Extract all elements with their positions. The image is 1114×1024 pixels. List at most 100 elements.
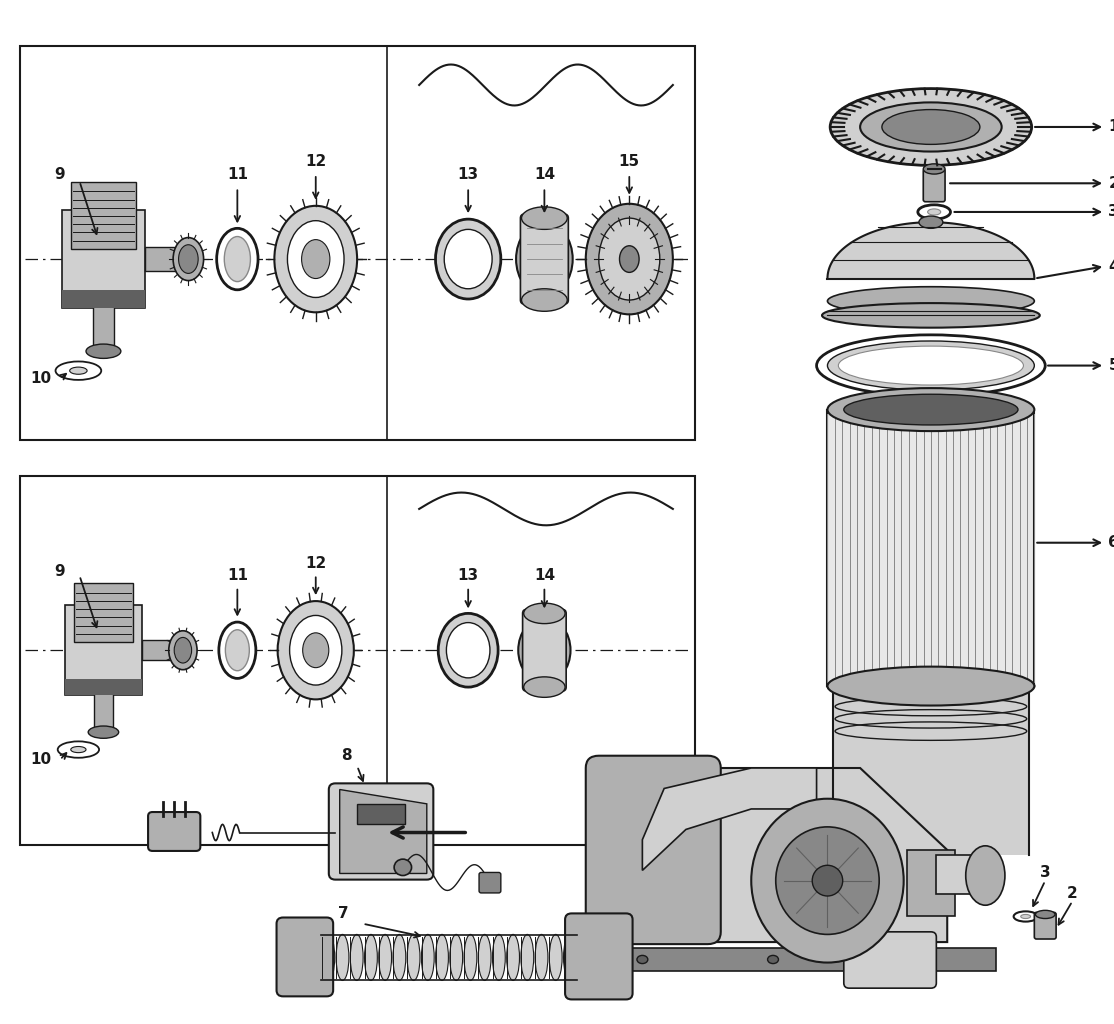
Ellipse shape [768,955,779,964]
Text: 9: 9 [55,167,66,181]
Text: 14: 14 [534,568,555,583]
FancyBboxPatch shape [843,932,937,988]
Bar [66,605,141,695]
Ellipse shape [507,934,519,981]
Ellipse shape [516,222,573,296]
Ellipse shape [447,623,490,678]
Ellipse shape [287,221,344,297]
Text: 14: 14 [534,167,555,181]
Ellipse shape [822,303,1039,328]
Ellipse shape [828,287,1034,315]
Ellipse shape [436,219,501,299]
Text: 6: 6 [1108,536,1114,550]
Bar [20,46,695,440]
Ellipse shape [812,865,842,896]
Ellipse shape [521,289,567,311]
Ellipse shape [168,631,197,670]
Text: 4: 4 [1108,259,1114,273]
Ellipse shape [444,229,492,289]
Ellipse shape [518,617,570,683]
Ellipse shape [535,934,548,981]
Ellipse shape [521,207,567,229]
Ellipse shape [408,934,420,981]
Text: 12: 12 [305,556,326,570]
FancyBboxPatch shape [586,756,721,944]
Ellipse shape [322,934,334,981]
Text: 15: 15 [618,155,639,169]
Text: 11: 11 [227,568,247,583]
Ellipse shape [828,341,1034,390]
Bar [71,182,136,249]
Ellipse shape [465,934,477,981]
Text: 11: 11 [227,167,247,181]
Ellipse shape [524,677,565,697]
Bar [62,210,145,308]
Bar [66,605,141,695]
Bar [62,210,145,308]
Ellipse shape [350,934,363,981]
Ellipse shape [174,637,192,664]
Text: 5: 5 [1108,358,1114,373]
Text: 13: 13 [458,167,479,181]
Ellipse shape [492,934,506,981]
Ellipse shape [277,601,354,699]
Ellipse shape [71,746,86,753]
Bar [833,686,1029,855]
Bar [828,410,1034,686]
Ellipse shape [56,361,101,380]
FancyBboxPatch shape [1034,912,1056,939]
Ellipse shape [436,934,449,981]
Ellipse shape [1035,910,1055,919]
Text: 9: 9 [55,564,66,579]
Bar [94,693,114,732]
Bar [71,182,136,249]
Bar [907,850,955,916]
Ellipse shape [438,613,498,687]
Ellipse shape [966,846,1005,905]
Ellipse shape [775,827,879,934]
FancyBboxPatch shape [520,214,568,304]
Ellipse shape [1014,911,1037,922]
Ellipse shape [379,934,391,981]
Ellipse shape [843,394,1018,425]
Ellipse shape [828,671,1034,701]
Ellipse shape [599,218,659,300]
Text: 3: 3 [1108,205,1114,219]
Ellipse shape [394,859,411,876]
Ellipse shape [751,799,903,963]
Ellipse shape [828,388,1034,431]
Bar [141,640,183,660]
Polygon shape [643,768,947,942]
Ellipse shape [524,603,565,624]
Text: 8: 8 [341,749,352,763]
FancyBboxPatch shape [479,872,501,893]
Ellipse shape [918,205,950,219]
Text: 2: 2 [1108,176,1114,190]
Text: 2: 2 [1067,887,1078,901]
Ellipse shape [637,955,648,964]
Ellipse shape [919,216,942,228]
Ellipse shape [928,209,940,215]
Text: 10: 10 [31,753,52,767]
FancyBboxPatch shape [565,913,633,999]
Ellipse shape [619,246,639,272]
Polygon shape [643,768,817,870]
Ellipse shape [86,344,120,358]
Ellipse shape [364,934,378,981]
Ellipse shape [1020,914,1030,919]
Bar [604,948,996,971]
Ellipse shape [860,102,1001,152]
Bar [145,247,188,271]
Ellipse shape [173,238,204,281]
Ellipse shape [828,667,1034,706]
Ellipse shape [290,615,342,685]
Ellipse shape [225,630,250,671]
Text: 13: 13 [458,568,479,583]
Bar [74,583,133,642]
Bar [74,583,133,642]
Ellipse shape [274,206,358,312]
Ellipse shape [882,110,980,144]
Ellipse shape [178,245,198,273]
Ellipse shape [393,934,405,981]
Ellipse shape [303,633,329,668]
